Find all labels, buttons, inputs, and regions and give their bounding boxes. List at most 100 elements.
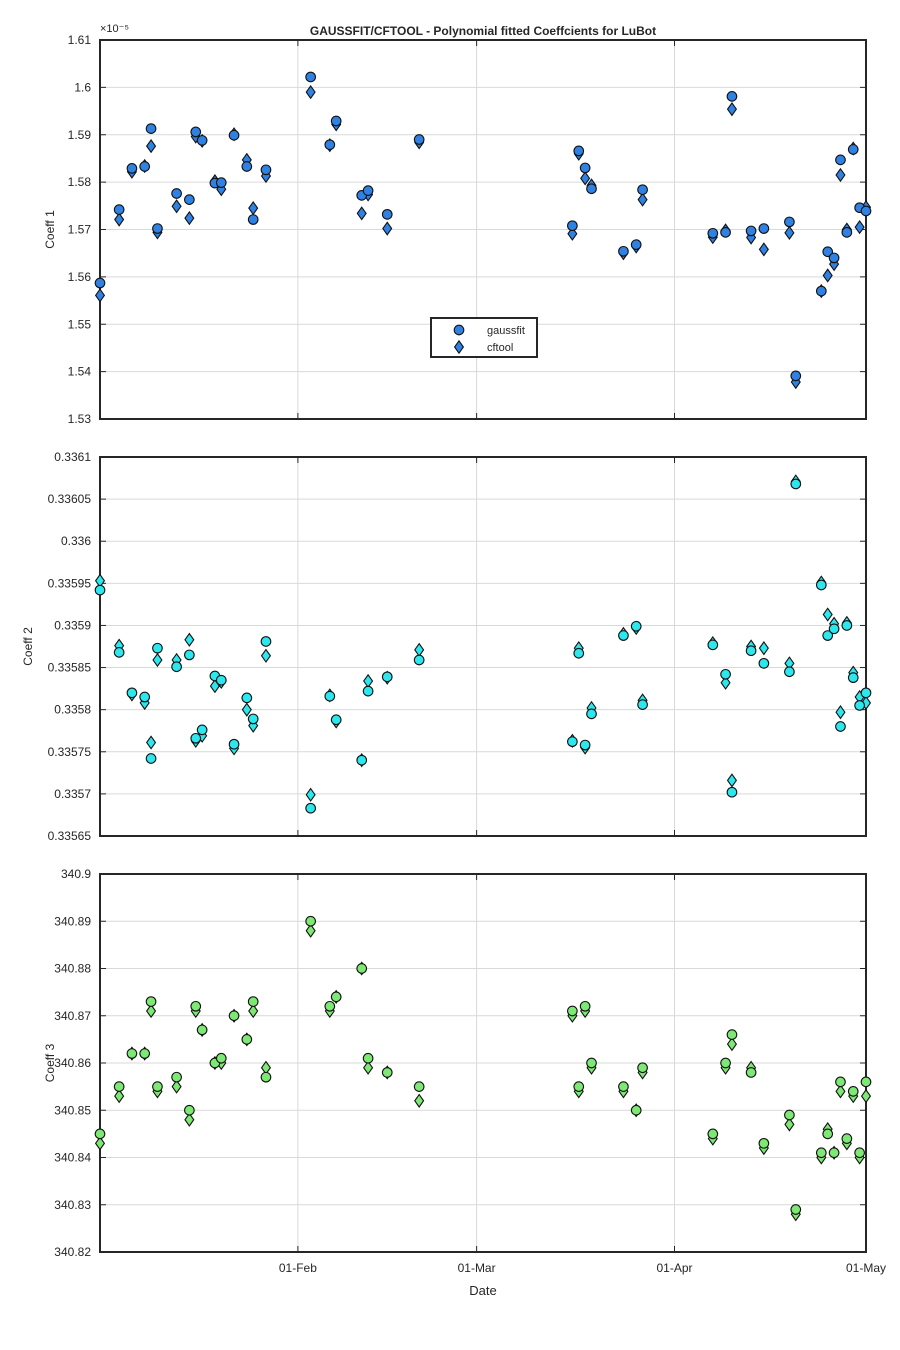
data-point [586, 1057, 597, 1069]
y-axis-label: Coeff 2 [21, 627, 35, 666]
data-point [382, 221, 393, 236]
data-point [784, 1109, 795, 1121]
data-point [126, 163, 138, 174]
data-point [363, 1060, 374, 1075]
data-point [758, 641, 769, 656]
data-point [126, 687, 138, 699]
axes-box [99, 873, 867, 1253]
data-point [152, 652, 163, 668]
data-point [860, 695, 872, 711]
data-point [260, 1071, 272, 1083]
data-point [145, 996, 157, 1007]
data-point [414, 1093, 425, 1108]
data-point [841, 1133, 853, 1144]
data-point [860, 687, 872, 699]
data-point [139, 691, 151, 703]
data-point [113, 647, 125, 658]
x-tick-label: 01-May [846, 1261, 886, 1275]
data-point [94, 1136, 106, 1151]
data-point [381, 1067, 393, 1078]
data-point [828, 1147, 840, 1159]
data-point [637, 699, 648, 710]
y-tick-label: 0.33585 [48, 661, 92, 675]
data-point [139, 161, 151, 172]
legend: gaussfit cftool [430, 317, 538, 358]
data-point [860, 1076, 872, 1088]
data-point [196, 135, 208, 146]
data-point [567, 226, 578, 241]
data-point [630, 1104, 642, 1116]
data-point [822, 607, 833, 622]
data-point [324, 1000, 336, 1012]
data-point [720, 226, 731, 238]
data-point [171, 1079, 182, 1094]
data-point [126, 1048, 138, 1059]
data-point [758, 657, 770, 669]
data-point [860, 205, 872, 217]
data-point [413, 654, 425, 666]
data-point [94, 277, 106, 289]
data-point [784, 1117, 795, 1132]
data-point [413, 134, 425, 145]
data-point [630, 239, 642, 251]
data-point [860, 1088, 872, 1104]
data-point [330, 714, 342, 726]
series-gaussfit [94, 915, 872, 1215]
data-point [171, 199, 182, 214]
data-point [114, 1088, 125, 1104]
legend-label: cftool [487, 342, 513, 354]
data-point [260, 636, 272, 647]
y-tick-label: 1.6 [74, 80, 91, 94]
y-tick-label: 1.59 [68, 128, 92, 142]
data-point [241, 692, 253, 704]
subplot-3: 340.82 340.83 340.84 340.85 340.86 340.87 340.… [43, 867, 886, 1275]
y-tick-label: 0.33575 [48, 745, 92, 759]
data-point [241, 702, 252, 717]
data-point [790, 478, 802, 490]
data-point [854, 700, 865, 711]
y-tick-label: 340.87 [54, 1009, 91, 1023]
data-point [152, 642, 163, 654]
data-point [854, 219, 865, 235]
data-point [184, 649, 195, 661]
y-tick-label: 1.55 [68, 317, 92, 331]
data-point [758, 1137, 770, 1149]
data-point [145, 735, 157, 750]
y-tick-label: 0.336 [61, 534, 91, 548]
data-point [567, 220, 578, 232]
data-point [841, 226, 853, 238]
y-tick-label: 1.57 [68, 223, 92, 237]
data-point [228, 129, 240, 141]
data-point [248, 1003, 259, 1019]
data-point [139, 1048, 151, 1059]
data-point [324, 139, 336, 151]
data-point [171, 188, 182, 199]
data-point [260, 648, 272, 663]
data-point [324, 690, 336, 702]
y-tick-label: 0.33605 [48, 492, 92, 506]
y-tick-label: 1.61 [68, 33, 92, 47]
data-point [247, 996, 259, 1007]
data-point [356, 206, 367, 221]
data-point [241, 161, 253, 172]
data-point [228, 738, 240, 750]
data-point [567, 1005, 578, 1017]
data-point [618, 630, 629, 641]
data-point [835, 705, 846, 720]
data-point [184, 194, 195, 206]
data-point [184, 1104, 195, 1116]
data-point [381, 208, 393, 220]
data-point [822, 630, 834, 641]
data-point [228, 1010, 240, 1022]
data-point [94, 584, 106, 596]
legend-label: gaussfit [487, 325, 525, 337]
data-point [579, 1000, 591, 1012]
y-tick-label: 340.84 [54, 1151, 91, 1165]
data-point [171, 1071, 182, 1083]
data-point [215, 177, 227, 188]
data-point [573, 145, 585, 157]
x-tick-label: 01-Apr [656, 1261, 692, 1275]
data-point [815, 579, 827, 591]
y-tick-label: 1.58 [68, 175, 92, 189]
data-point [726, 1036, 738, 1052]
